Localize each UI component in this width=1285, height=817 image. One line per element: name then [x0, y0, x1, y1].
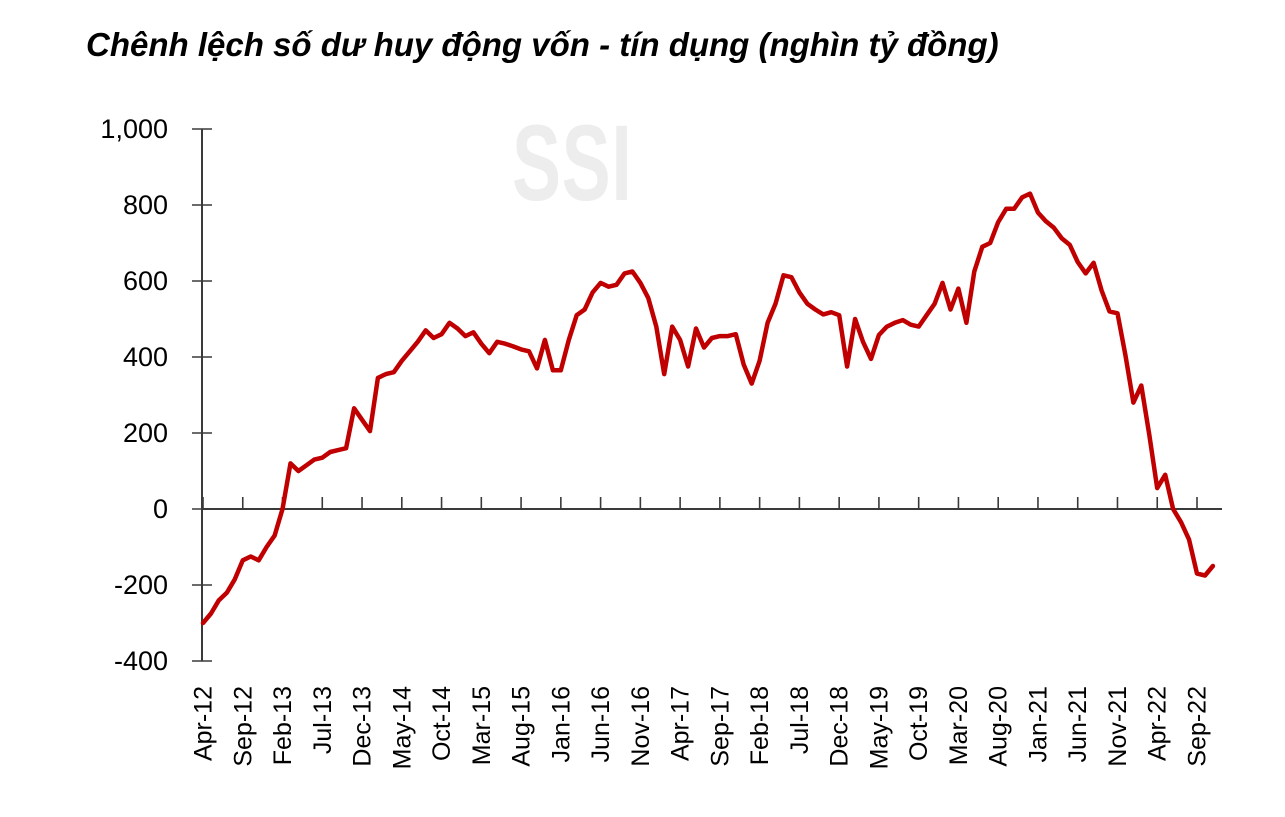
x-tick-label: Oct-14 [428, 686, 456, 761]
x-tick-label: Nov-16 [627, 686, 655, 767]
x-tick-label: Apr-12 [190, 686, 218, 761]
y-tick-label: 800 [123, 190, 168, 220]
x-tick-label: Feb-13 [269, 686, 297, 765]
x-tick-label: Sep-17 [706, 686, 734, 767]
y-tick-label: 600 [123, 266, 168, 296]
chart-title: Chênh lệch số dư huy động vốn - tín dụng… [86, 26, 999, 63]
x-tick-label: Jul-13 [309, 686, 337, 754]
x-tick-label: Sep-22 [1184, 686, 1212, 767]
y-tick-label: -200 [114, 570, 168, 600]
x-tick-label: Mar-20 [945, 686, 973, 765]
x-tick-label: Jan-16 [547, 686, 575, 762]
x-tick-label: Jan-21 [1024, 686, 1052, 762]
x-tick-label: Nov-21 [1104, 686, 1132, 767]
y-tick-label: 1,000 [100, 114, 168, 144]
x-tick-label: Jul-18 [786, 686, 814, 754]
x-tick-label: Apr-17 [667, 686, 695, 761]
y-tick-label: 0 [153, 494, 168, 524]
x-tick-label: Oct-19 [905, 686, 933, 761]
y-tick-label: 200 [123, 418, 168, 448]
series-line [200, 191, 1216, 626]
x-tick-label: Sep-12 [229, 686, 257, 767]
x-tick-label: Dec-18 [826, 686, 854, 767]
x-tick-label: Dec-13 [349, 686, 377, 767]
x-tick-label: Apr-22 [1144, 686, 1172, 761]
x-tick-label: May-14 [388, 686, 416, 769]
x-tick-label: Jun-21 [1064, 686, 1092, 762]
y-tick-label: -400 [114, 646, 168, 676]
ssi-watermark: SSI [512, 102, 633, 223]
x-tick-label: Aug-20 [985, 686, 1013, 767]
x-tick-label: Mar-15 [468, 686, 496, 765]
x-tick-label: Jun-16 [587, 686, 615, 762]
x-tick-label: Aug-15 [508, 686, 536, 767]
x-tick-label: May-19 [865, 686, 893, 769]
y-tick-label: 400 [123, 342, 168, 372]
x-tick-label: Feb-18 [746, 686, 774, 765]
